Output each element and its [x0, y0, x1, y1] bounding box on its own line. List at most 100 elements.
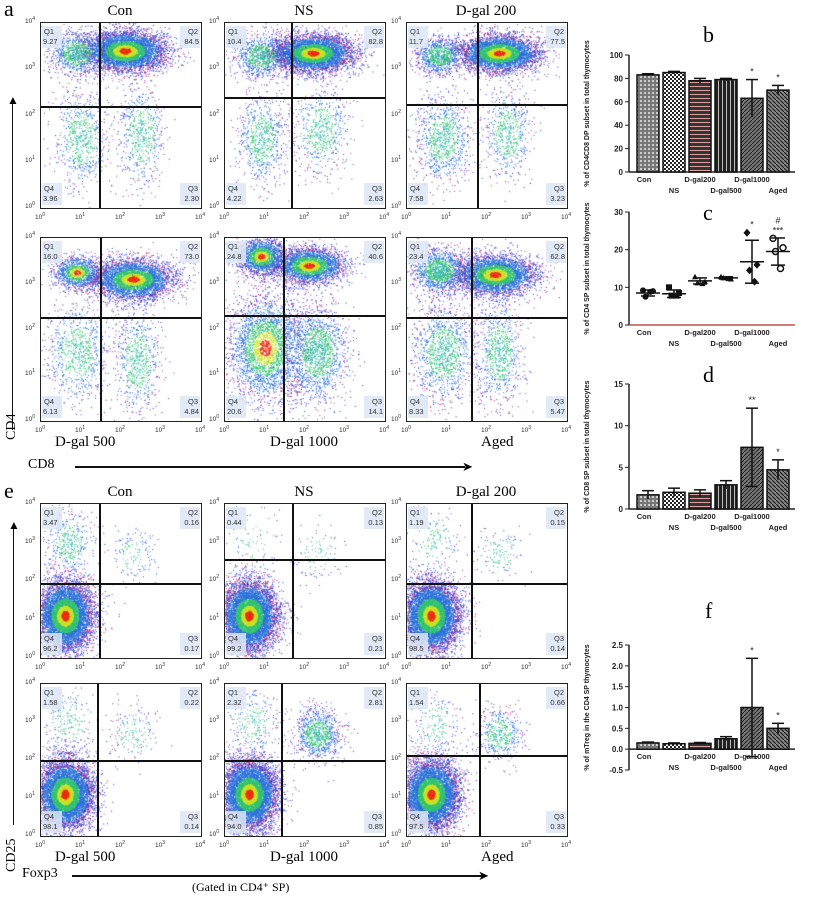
- y-tick-label: 102: [391, 108, 402, 118]
- x-tick-label: 101: [441, 662, 452, 672]
- quadrant-name: Q3: [187, 184, 198, 193]
- quadrant-percentage: 2.63: [368, 194, 383, 203]
- quadrant-gate-horizontal[interactable]: [407, 582, 567, 585]
- x-tick-label: 102: [481, 212, 492, 222]
- quadrant-label-box: Q1 11.7: [408, 26, 428, 48]
- quadrant-percentage: 9.27: [43, 37, 58, 46]
- y-tick-label: 2.0: [612, 662, 624, 671]
- category-label: D-gal1000: [734, 328, 769, 337]
- plot-title: Con: [107, 484, 133, 500]
- quadrant-percentage: 1.58: [43, 698, 58, 707]
- category-label: D-gal500: [710, 186, 741, 195]
- quadrant-gate-vertical[interactable]: [98, 23, 101, 208]
- quadrant-label-box: Q3 3.23: [546, 183, 566, 205]
- quadrant-percentage: 3.47: [43, 518, 58, 527]
- quadrant-gate-horizontal[interactable]: [225, 760, 385, 762]
- quadrant-gate-vertical[interactable]: [282, 238, 285, 421]
- quadrant-percentage: 77.5: [550, 37, 565, 46]
- quadrant-name: Q2: [371, 27, 382, 36]
- x-tick-label: 104: [195, 212, 206, 222]
- bar: [636, 74, 660, 173]
- quadrant-gate-horizontal[interactable]: [407, 755, 567, 758]
- y-tick-label: 101: [25, 612, 36, 622]
- quadrant-name: Q2: [187, 508, 198, 517]
- quadrant-gate-vertical[interactable]: [471, 238, 473, 421]
- quadrant-gate-vertical[interactable]: [100, 238, 103, 421]
- quadrant-label-box: Q1 1.19: [408, 507, 428, 529]
- quadrant-label-box: Q3 0.14: [546, 633, 566, 655]
- y-tick-label: 102: [25, 322, 36, 332]
- y-tick-label: 101: [209, 368, 220, 378]
- quadrant-gate-horizontal[interactable]: [225, 314, 385, 317]
- quadrant-percentage: 0.21: [368, 644, 383, 653]
- y-tick-label: 102: [25, 753, 36, 763]
- quadrant-label-box: Q4 97.5: [408, 811, 428, 833]
- y-tick-label: 1.5: [612, 683, 624, 692]
- quadrant-name: Q1: [44, 688, 55, 697]
- quadrant-gate-horizontal[interactable]: [41, 582, 201, 585]
- quadrant-label-box: Q3 5.47: [546, 396, 566, 418]
- quadrant-label-box: Q3 0.14: [180, 811, 200, 833]
- y-tick-label: 101: [25, 791, 36, 801]
- quadrant-name: Q2: [371, 508, 382, 517]
- quadrant-label-box: Q2 73.0: [180, 241, 200, 263]
- y-tick-label: 103: [25, 62, 36, 72]
- cd8-axis-label: CD8: [28, 457, 55, 472]
- data-point: [776, 264, 785, 273]
- y-tick-label: 101: [209, 612, 220, 622]
- quadrant-gate-vertical[interactable]: [471, 504, 473, 658]
- quadrant-gate-horizontal[interactable]: [41, 760, 201, 762]
- quadrant-gate-horizontal[interactable]: [41, 106, 201, 109]
- x-tick-label: 101: [259, 212, 270, 222]
- quadrant-gate-horizontal[interactable]: [41, 316, 201, 319]
- quadrant-gate-vertical[interactable]: [290, 23, 293, 208]
- x-tick-label: 104: [195, 662, 206, 672]
- quadrant-label-box: Q1 23.4: [408, 241, 428, 263]
- quadrant-percentage: 94.0: [227, 822, 242, 831]
- arrow-up-icon: ▲: [8, 518, 20, 532]
- quadrant-name: Q4: [228, 184, 239, 193]
- plot-title: NS: [294, 3, 314, 19]
- bar: [636, 742, 660, 750]
- foxp3-arrow-line: [72, 875, 482, 877]
- quadrant-gate-horizontal[interactable]: [225, 97, 385, 99]
- y-tick-label: 104: [25, 677, 36, 687]
- scatter-density: [41, 238, 201, 421]
- y-tick-label: 100: [25, 201, 36, 211]
- x-tick-label: 101: [259, 662, 270, 672]
- quadrant-percentage: 99.2: [227, 644, 242, 653]
- y-axis-label: % of mTreg in the CD4 SP thymocytes: [584, 644, 591, 770]
- y-tick-label: 40: [614, 121, 623, 130]
- quadrant-label-box: Q2 82.8: [364, 26, 384, 48]
- y-tick-label: 10: [614, 422, 623, 431]
- quadrant-gate-vertical[interactable]: [292, 504, 295, 658]
- x-tick-label: 102: [299, 662, 310, 672]
- y-tick-label: 104: [391, 497, 402, 507]
- quadrant-percentage: 62.8: [550, 252, 565, 261]
- plot-title: D-gal 200: [455, 3, 517, 19]
- y-tick-label: 0: [619, 505, 624, 514]
- quadrant-percentage: 0.14: [550, 644, 565, 653]
- y-tick-label: 15: [614, 380, 623, 389]
- quadrant-gate-vertical[interactable]: [479, 684, 481, 836]
- y-tick-label: 100: [25, 414, 36, 424]
- quadrant-gate-horizontal[interactable]: [407, 104, 567, 107]
- bar: [688, 79, 712, 173]
- quadrant-gate-horizontal[interactable]: [407, 316, 567, 319]
- x-tick-label: 103: [521, 662, 532, 672]
- quadrant-label-box: Q4 20.6: [226, 396, 246, 418]
- data-point: [668, 292, 675, 299]
- quadrant-percentage: 73.0: [184, 252, 199, 261]
- x-tick-label: 101: [441, 425, 452, 435]
- quadrant-gate-vertical[interactable]: [98, 504, 101, 658]
- quadrant-gate-horizontal[interactable]: [225, 559, 385, 562]
- quadrant-percentage: 0.33: [550, 822, 565, 831]
- quadrant-gate-vertical[interactable]: [477, 23, 480, 208]
- quadrant-name: Q2: [371, 688, 382, 697]
- y-tick-label: 100: [610, 51, 624, 60]
- scatter-density: [407, 684, 567, 836]
- x-tick-label: 102: [481, 840, 492, 850]
- category-label: D-gal1000: [734, 512, 769, 521]
- quadrant-name: Q3: [553, 184, 564, 193]
